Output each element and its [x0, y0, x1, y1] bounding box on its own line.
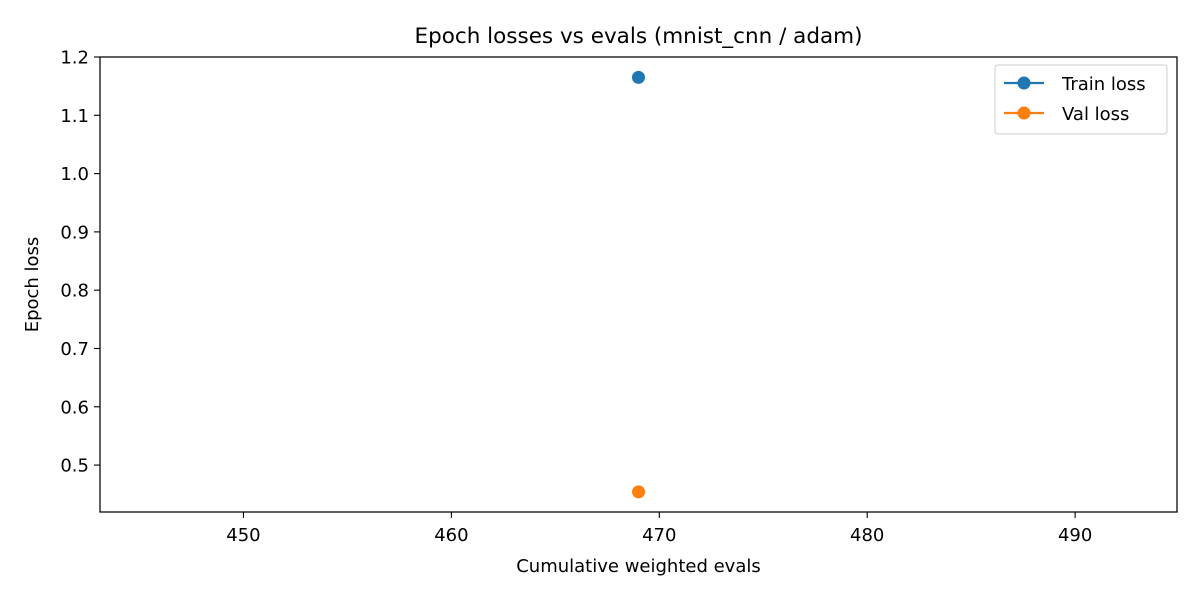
plot-frame [99, 56, 1178, 513]
x-tick-label: 470 [642, 525, 676, 546]
legend-item-train: Train loss [1004, 74, 1146, 95]
legend-label-val: Val loss [1062, 104, 1129, 125]
x-tick-label: 480 [850, 525, 884, 546]
data-point-val [632, 485, 645, 499]
x-tick-label: 460 [434, 525, 468, 546]
y-tick-label: 1.1 [60, 106, 89, 127]
x-tick-label: 450 [226, 525, 260, 546]
x-axis-title: Cumulative weighted evals [516, 556, 761, 577]
y-axis-ticks: 0.5 0.6 0.7 0.8 0.9 1.0 1.1 1.2 [60, 48, 100, 477]
x-tick-label: 490 [1058, 525, 1092, 546]
data-point-train [632, 70, 645, 84]
chart-title: Epoch losses vs evals (mnist_cnn / adam) [415, 24, 863, 49]
y-tick-label: 0.7 [60, 339, 89, 360]
y-tick-label: 1.0 [60, 164, 89, 185]
y-tick-label: 0.6 [60, 397, 89, 418]
data-points [632, 70, 645, 499]
y-tick-label: 0.8 [60, 281, 89, 302]
legend: Train loss Val loss [994, 64, 1168, 135]
y-tick-label: 1.2 [60, 48, 89, 69]
legend-item-val: Val loss [1004, 104, 1129, 125]
x-axis-ticks: 450 460 470 480 490 [226, 512, 1092, 546]
legend-marker-val [1017, 106, 1031, 120]
plot-area [99, 56, 1178, 513]
y-tick-label: 0.9 [60, 222, 89, 243]
legend-marker-train [1017, 76, 1031, 90]
legend-label-train: Train loss [1061, 74, 1146, 95]
y-axis-title: Epoch loss [22, 237, 43, 333]
y-tick-label: 0.5 [60, 456, 89, 477]
